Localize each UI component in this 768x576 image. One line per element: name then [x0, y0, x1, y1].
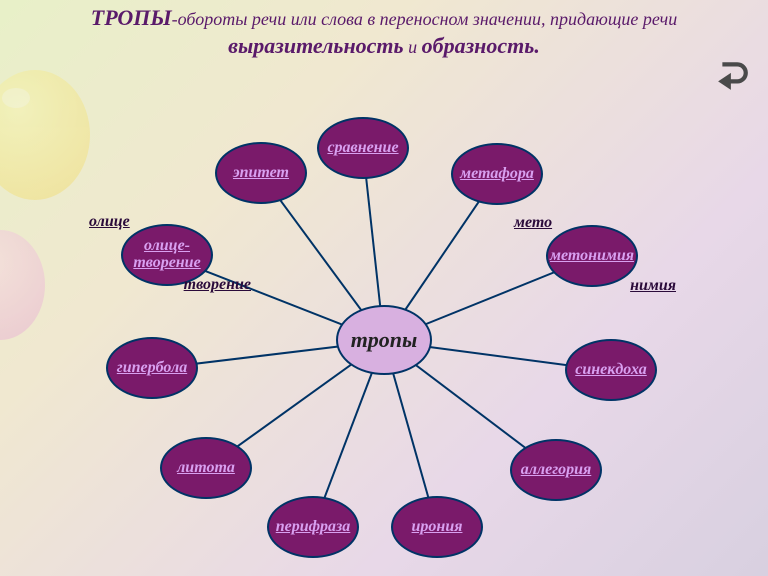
diagram-canvas: тропысравнениеметафораметонимияметонимия…: [0, 0, 768, 576]
leaf-giperbola[interactable]: гипербола: [106, 337, 198, 399]
center-node: тропы: [336, 305, 432, 375]
title-emph-2: образность.: [422, 33, 540, 58]
leaf-litota[interactable]: литота: [160, 437, 252, 499]
leaf-perifraza[interactable]: перифраза: [267, 496, 359, 558]
leaf-metonimiya[interactable]: метонимияметонимия: [546, 225, 638, 287]
leaf-sinekdokha[interactable]: синекдоха: [565, 339, 657, 401]
title-join: и: [404, 37, 422, 57]
page-title: ТРОПЫ-обороты речи или слова в переносно…: [0, 0, 768, 59]
leaf-allegoriya[interactable]: аллегория: [510, 439, 602, 501]
title-emph-1: выразительность: [228, 33, 403, 58]
leaf-overlay-post: нимия: [630, 278, 676, 295]
leaf-ironiya[interactable]: ирония: [391, 496, 483, 558]
u-turn-icon: [716, 58, 750, 92]
leaf-epitet[interactable]: эпитет: [215, 142, 307, 204]
back-button[interactable]: [716, 58, 750, 97]
title-middle: -обороты речи или слова в переносном зна…: [172, 9, 678, 29]
leaf-olitsetvorenie[interactable]: олице-творениеолицетворение: [121, 224, 213, 286]
leaf-overlay-pre: олице: [89, 214, 130, 231]
title-term: ТРОПЫ: [91, 5, 172, 30]
leaf-overlay-pre: мето: [514, 215, 552, 232]
leaf-metafora[interactable]: метафора: [451, 143, 543, 205]
leaf-sravnenie[interactable]: сравнение: [317, 117, 409, 179]
